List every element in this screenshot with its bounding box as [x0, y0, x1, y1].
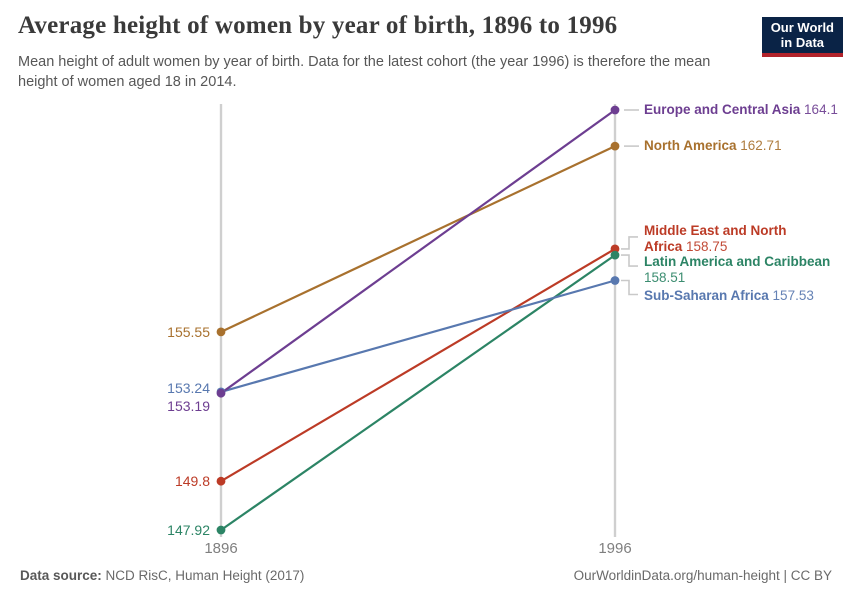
data-point-start[interactable]	[216, 388, 226, 398]
owid-logo-line2: in Data	[780, 34, 825, 50]
data-point-start[interactable]	[216, 476, 226, 486]
chart-subtitle-line2: height of women aged 18 in 2014.	[18, 73, 237, 90]
series-label[interactable]: North America 162.71	[644, 138, 782, 153]
data-source-label: Data source:	[20, 568, 102, 583]
series-line[interactable]	[220, 145, 616, 333]
owid-logo[interactable]: Our World in Data	[761, 17, 843, 57]
owid-logo-line1: Our World	[770, 20, 834, 35]
series-line[interactable]	[220, 254, 616, 531]
label-connector	[621, 236, 638, 250]
label-connector	[621, 279, 638, 296]
label-connector	[621, 254, 638, 267]
data-point-end[interactable]	[610, 244, 620, 254]
series-line[interactable]	[220, 109, 616, 395]
series-label[interactable]: Middle East and North Africa 158.75	[644, 223, 787, 254]
data-point-end[interactable]	[610, 276, 620, 285]
credit-link[interactable]: OurWorldinData.org/human-height | CC BY	[573, 568, 832, 583]
series-label[interactable]: Sub-Saharan Africa 157.53	[644, 288, 814, 303]
data-point-end[interactable]	[610, 141, 620, 151]
series-line[interactable]	[220, 279, 616, 393]
data-source: Data source: NCD RisC, Human Height (201…	[20, 568, 304, 583]
data-point-end[interactable]	[610, 250, 620, 260]
page-title: Average height of women by year of birth…	[18, 12, 618, 39]
data-source-text: NCD RisC, Human Height (2017)	[105, 568, 305, 583]
data-point-start[interactable]	[216, 525, 226, 535]
x-tick-label: 1996	[598, 540, 631, 557]
chart-subtitle-line1: Mean height of adult women by year of bi…	[18, 54, 711, 70]
data-point-end[interactable]	[610, 105, 620, 115]
series-line[interactable]	[220, 247, 616, 483]
series-label[interactable]: Latin America and Caribbean 158.51	[644, 254, 831, 285]
data-point-start[interactable]	[216, 327, 226, 337]
chart-subtitle: Mean height of adult women by year of bi…	[18, 53, 710, 92]
series-label[interactable]: Europe and Central Asia 164.1	[644, 102, 838, 117]
x-tick-label: 1896	[204, 540, 237, 557]
